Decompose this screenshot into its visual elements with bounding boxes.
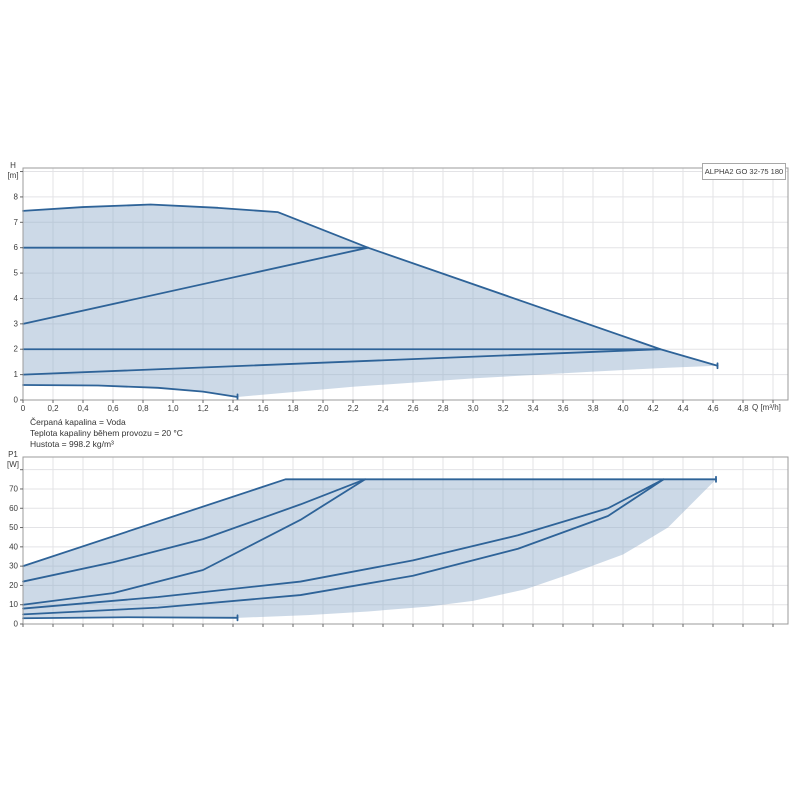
y-tick-label: 0 [14, 620, 19, 629]
y-tick-label: 60 [9, 504, 18, 513]
x-tick-label: 2,0 [317, 404, 329, 413]
axis-ticks [20, 171, 774, 403]
y-tick-label: 6 [14, 243, 19, 252]
y-tick-label: 5 [14, 269, 19, 278]
x-tick-label: 1,8 [287, 404, 299, 413]
curve-prop-pressure-6m-power [22, 478, 366, 606]
x-tick-label: 4,0 [617, 404, 629, 413]
curve-max-speed [22, 203, 719, 367]
y-tick-label: 0 [14, 396, 19, 405]
y-tick-label: 50 [9, 523, 18, 532]
x-tick-label: 0 [21, 404, 26, 413]
tick-labels: 0 1 2 3 4 5 6 7 8 0 0,2 0,4 0,6 0,8 1,0 1,2 1,4 1,6 1,8 2,0… [14, 192, 750, 413]
x-tick-label: 3,4 [527, 404, 539, 413]
chart-frame [22, 456, 789, 625]
flow-axis-unit-label: Q [m³/h] [752, 403, 781, 412]
x-tick-label: 3,2 [497, 404, 509, 413]
power-axis-unit-label: P1 [W] [7, 450, 19, 469]
head-axis-unit-label: H [m] [7, 161, 19, 180]
x-tick-label: 3,0 [467, 404, 479, 413]
pumped-liquid-info: Čerpaná kapalina = Voda [30, 417, 126, 427]
x-tick-label: 1,4 [227, 404, 239, 413]
curve-max-speed-power [22, 478, 717, 568]
y-tick-label: 20 [9, 581, 18, 590]
grid [23, 457, 788, 624]
curve-min-speed-power [22, 616, 239, 620]
head-chart: 0 1 2 3 4 5 6 7 8 0 0,2 0,4 0,6 0,8 1,0 1,2 1,4 1,6 1,8 2,0… [14, 167, 789, 413]
curve-const-pressure-2m-power [22, 478, 665, 610]
x-tick-label: 4,6 [707, 404, 719, 413]
x-tick-label: 0,6 [107, 404, 119, 413]
y-tick-label: 70 [9, 484, 18, 493]
x-tick-label: 4,2 [647, 404, 659, 413]
curve-const-pressure-6m-power [22, 478, 366, 583]
x-tick-label: 2,6 [407, 404, 419, 413]
power-chart: 0 10 20 30 40 50 60 70 [9, 456, 789, 629]
y-tick-label: 8 [14, 192, 19, 201]
x-tick-label: 4,4 [677, 404, 689, 413]
x-tick-label: 3,6 [557, 404, 569, 413]
axis-ticks [20, 469, 774, 627]
x-tick-label: 0,8 [137, 404, 149, 413]
y-tick-label: 7 [14, 218, 19, 227]
operating-envelope-fill [23, 479, 716, 619]
y-tick-label: 4 [14, 294, 19, 303]
x-tick-label: 2,2 [347, 404, 359, 413]
x-tick-label: 1,6 [257, 404, 269, 413]
curve-prop-pressure-2m [22, 348, 662, 376]
pump-model-label: ALPHA2 GO 32-75 180 [702, 163, 786, 180]
y-tick-label: 1 [14, 370, 19, 379]
x-tick-label: 4,8 [737, 404, 749, 413]
curve-min-speed [22, 384, 239, 398]
x-tick-label: 3,8 [587, 404, 599, 413]
y-tick-label: 2 [14, 345, 19, 354]
curve-prop-pressure-6m [22, 246, 369, 325]
x-tick-label: 1,2 [197, 404, 209, 413]
tick-labels: 0 10 20 30 40 50 60 70 [9, 484, 18, 628]
x-tick-label: 2,8 [437, 404, 449, 413]
liquid-temperature-info: Teplota kapaliny během provozu = 20 °C [30, 428, 183, 438]
curve-prop-pressure-2m-power [22, 478, 665, 616]
x-tick-label: 2,4 [377, 404, 389, 413]
y-tick-label: 30 [9, 562, 18, 571]
chart-frame [22, 167, 789, 401]
y-tick-label: 3 [14, 319, 19, 328]
y-tick-label: 40 [9, 542, 18, 551]
x-tick-label: 1,0 [167, 404, 179, 413]
y-tick-label: 10 [9, 600, 18, 609]
x-tick-label: 0,4 [77, 404, 89, 413]
density-info: Hustota = 998.2 kg/m³ [30, 439, 114, 449]
x-tick-label: 0,2 [47, 404, 59, 413]
